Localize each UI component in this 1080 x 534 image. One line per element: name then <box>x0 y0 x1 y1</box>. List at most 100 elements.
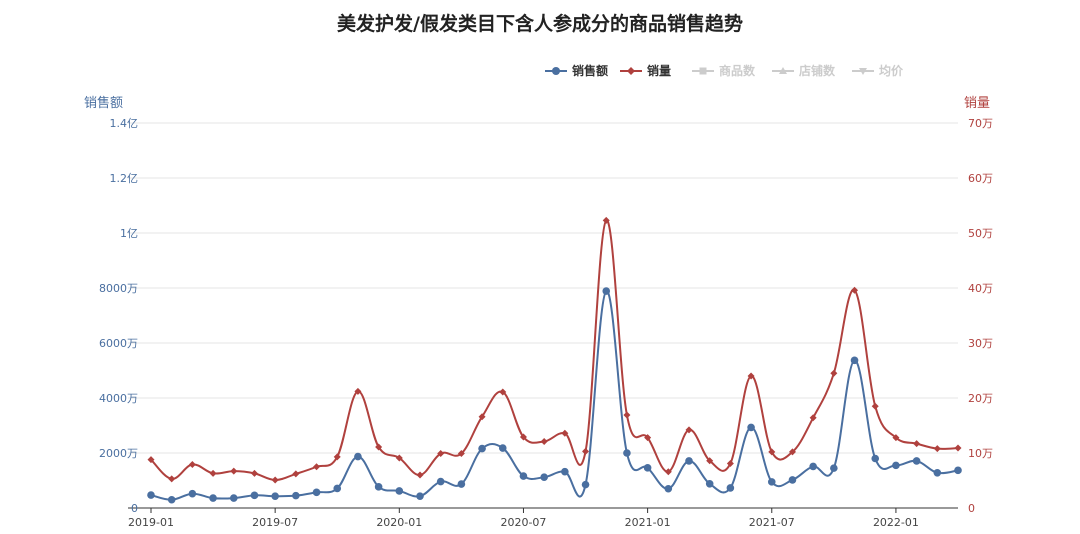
left-tick-label: 0 <box>131 502 138 515</box>
data-point[interactable] <box>478 444 486 453</box>
legend-label: 销量 <box>647 63 671 78</box>
data-point[interactable] <box>664 468 672 476</box>
data-point[interactable] <box>892 434 900 442</box>
data-point[interactable] <box>250 491 259 500</box>
data-point[interactable] <box>644 434 652 442</box>
data-point[interactable] <box>498 444 507 452</box>
data-point[interactable] <box>809 462 817 471</box>
data-point[interactable] <box>540 437 548 445</box>
data-point[interactable] <box>395 454 403 462</box>
data-point[interactable] <box>809 414 817 422</box>
data-point[interactable] <box>292 491 300 500</box>
data-point[interactable] <box>540 473 548 482</box>
legend-label: 均价 <box>879 63 904 78</box>
data-point[interactable] <box>167 495 176 504</box>
legend-item-店铺数[interactable]: 店铺数 <box>772 63 836 78</box>
data-point[interactable] <box>519 433 527 441</box>
data-point[interactable] <box>499 388 507 396</box>
data-point[interactable] <box>933 469 942 477</box>
data-point[interactable] <box>830 464 838 472</box>
data-point[interactable] <box>292 470 300 478</box>
x-tick-label: 2019-07 <box>252 516 298 529</box>
data-point[interactable] <box>726 484 735 492</box>
data-point[interactable] <box>788 448 796 456</box>
data-point[interactable] <box>913 440 921 448</box>
data-point[interactable] <box>271 492 279 500</box>
data-point[interactable] <box>602 287 611 295</box>
data-point[interactable] <box>830 369 838 377</box>
data-point[interactable] <box>685 457 693 465</box>
data-point[interactable] <box>892 461 900 470</box>
data-point[interactable] <box>623 449 631 457</box>
left-y-axis: 0 2000万 4000万 6000万 8000万 1亿 1.2亿 1.4亿 <box>99 117 138 515</box>
data-point[interactable] <box>250 469 258 477</box>
data-point[interactable] <box>705 480 714 488</box>
data-point[interactable] <box>954 466 962 475</box>
data-point[interactable] <box>602 216 610 224</box>
data-point[interactable] <box>375 443 383 451</box>
data-point[interactable] <box>747 372 755 380</box>
data-point[interactable] <box>354 452 362 461</box>
data-point[interactable] <box>416 492 424 500</box>
data-point[interactable] <box>582 447 590 455</box>
data-point[interactable] <box>871 402 879 410</box>
data-point[interactable] <box>747 423 755 432</box>
data-point[interactable] <box>209 469 217 477</box>
data-point[interactable] <box>333 453 341 461</box>
data-point[interactable] <box>581 480 590 489</box>
data-point[interactable] <box>395 487 404 495</box>
data-point[interactable] <box>871 454 880 463</box>
data-point[interactable] <box>333 484 342 493</box>
left-tick-label: 4000万 <box>99 392 138 405</box>
left-tick-label: 1.4亿 <box>110 117 139 130</box>
data-point[interactable] <box>188 461 196 469</box>
data-point[interactable] <box>788 476 797 484</box>
legend-item-均价[interactable]: 均价 <box>852 63 904 78</box>
data-point[interactable] <box>664 484 673 493</box>
data-point[interactable] <box>436 477 445 486</box>
data-point[interactable] <box>912 457 921 465</box>
data-point[interactable] <box>229 494 238 502</box>
data-point[interactable] <box>416 471 424 479</box>
data-point[interactable] <box>209 494 217 502</box>
data-point[interactable] <box>561 429 569 437</box>
series-layer <box>147 216 962 504</box>
series-销量 <box>147 216 962 484</box>
data-point[interactable] <box>643 464 652 472</box>
data-point[interactable] <box>271 476 279 484</box>
data-point[interactable] <box>374 483 383 491</box>
grid-lines <box>128 122 958 509</box>
data-point[interactable] <box>561 467 569 476</box>
data-point[interactable] <box>726 459 734 467</box>
legend-item-商品数[interactable]: 商品数 <box>692 63 756 78</box>
right-tick-label: 70万 <box>968 117 993 130</box>
data-point[interactable] <box>312 488 321 497</box>
legend-label: 店铺数 <box>799 63 836 78</box>
data-point[interactable] <box>706 457 714 465</box>
data-point[interactable] <box>188 489 197 498</box>
data-point[interactable] <box>457 480 466 488</box>
data-point[interactable] <box>230 467 238 475</box>
data-point[interactable] <box>437 450 445 458</box>
data-point[interactable] <box>850 356 859 365</box>
data-point[interactable] <box>354 387 362 395</box>
data-point[interactable] <box>147 491 155 499</box>
data-point[interactable] <box>933 445 941 453</box>
data-point[interactable] <box>519 472 528 480</box>
data-point[interactable] <box>767 478 776 486</box>
data-point[interactable] <box>147 456 155 464</box>
right-tick-label: 40万 <box>968 282 993 295</box>
legend-item-销量[interactable]: 销量 <box>620 63 671 78</box>
legend-marker <box>859 68 867 75</box>
data-point[interactable] <box>851 286 859 294</box>
data-point[interactable] <box>313 463 321 471</box>
data-point[interactable] <box>954 444 962 452</box>
data-point[interactable] <box>768 448 776 456</box>
data-point[interactable] <box>457 450 465 458</box>
data-point[interactable] <box>478 413 486 421</box>
x-tick-label: 2022-01 <box>873 516 919 529</box>
legend-item-销售额[interactable]: 销售额 <box>545 63 608 78</box>
data-point[interactable] <box>168 475 176 483</box>
data-point[interactable] <box>685 426 693 434</box>
data-point[interactable] <box>623 411 631 419</box>
